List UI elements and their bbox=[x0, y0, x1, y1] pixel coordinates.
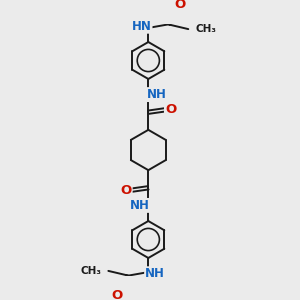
Text: NH: NH bbox=[130, 199, 150, 212]
Text: O: O bbox=[120, 184, 132, 197]
Text: CH₃: CH₃ bbox=[81, 266, 102, 276]
Text: HN: HN bbox=[132, 20, 152, 33]
Text: O: O bbox=[174, 0, 185, 11]
Text: O: O bbox=[165, 103, 176, 116]
Text: CH₃: CH₃ bbox=[195, 24, 216, 34]
Text: NH: NH bbox=[145, 267, 165, 280]
Text: O: O bbox=[112, 289, 123, 300]
Text: NH: NH bbox=[147, 88, 167, 101]
